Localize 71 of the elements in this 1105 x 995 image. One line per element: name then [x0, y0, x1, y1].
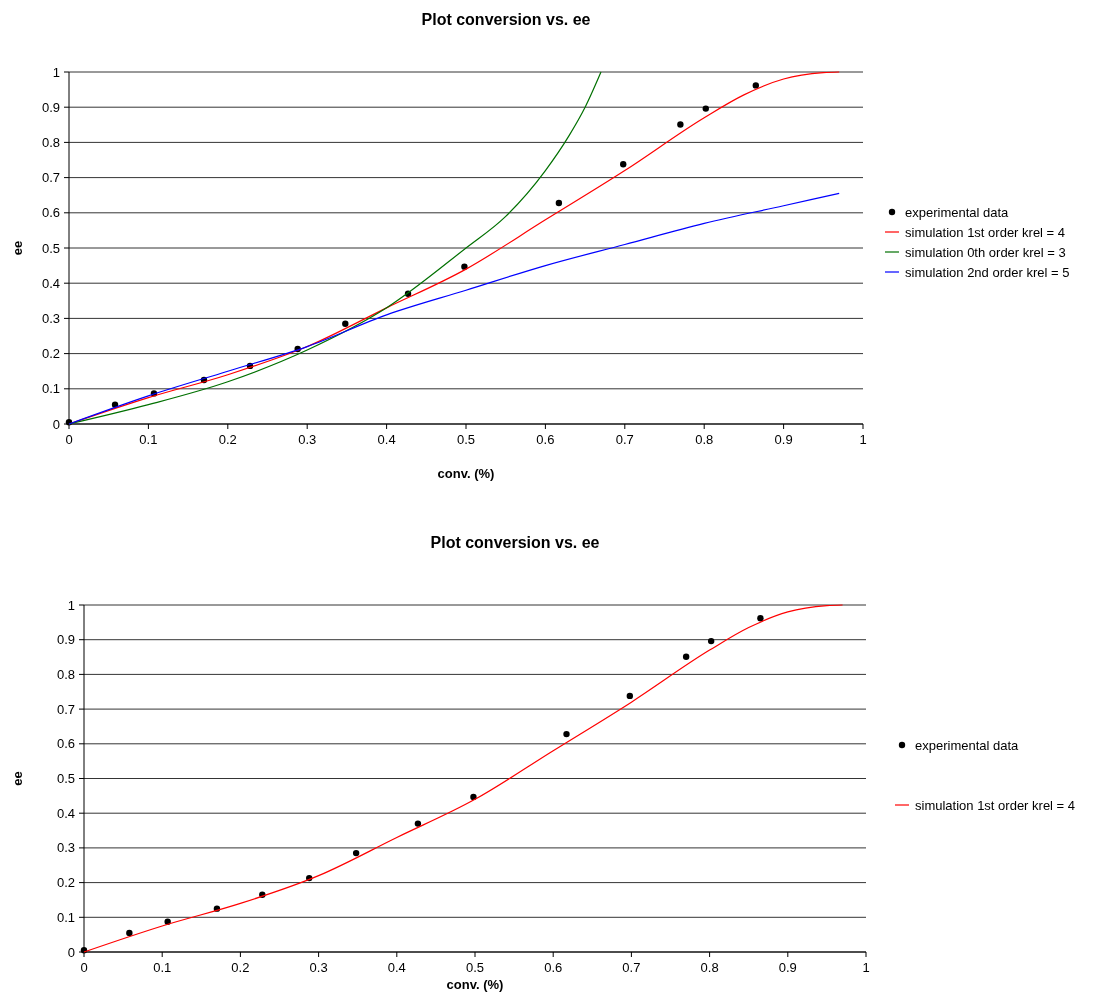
point: [461, 263, 468, 270]
y-tick-label: 0.6: [41, 205, 60, 221]
x-tick-label: 0: [80, 960, 88, 975]
x-tick-label: 0.5: [456, 432, 476, 447]
point: [682, 653, 690, 660]
y-tick-label: 0.7: [41, 170, 60, 186]
x-axis-title: conv. (%): [446, 977, 504, 992]
legend-label: simulation 1st order krel = 4: [915, 797, 1076, 813]
x-tick-label: 0.2: [218, 432, 237, 447]
point: [752, 82, 760, 89]
legend-label: experimental data: [905, 204, 1010, 220]
x-tick-label: 0.6: [536, 432, 555, 447]
x-tick-label: 0.3: [298, 432, 317, 447]
y-tick-label: 0.5: [56, 771, 75, 786]
y-tick-label: 0.7: [56, 701, 75, 717]
x-tick-label: 0.1: [153, 960, 172, 975]
y-axis-title: ee: [10, 240, 25, 256]
point: [757, 614, 764, 622]
point: [555, 199, 563, 207]
chart-title: Plot conversion vs. ee: [421, 11, 591, 28]
y-axis-title: ee: [10, 771, 25, 786]
point: [626, 692, 634, 700]
point: [126, 929, 133, 937]
point: [677, 121, 684, 128]
chart-title: Plot conversion vs. ee: [430, 534, 600, 551]
legend-label: simulation 0th order krel = 3: [905, 244, 1066, 260]
y-tick-label: 0.6: [56, 736, 75, 752]
x-tick-label: 0.9: [774, 432, 793, 447]
y-tick-label: 0.8: [56, 666, 75, 682]
y-tick-label: 0.8: [41, 134, 60, 150]
point: [470, 793, 477, 801]
x-tick-label: 0.7: [615, 432, 634, 447]
x-tick-label: 0.7: [622, 960, 641, 975]
x-tick-label: 0.6: [544, 960, 563, 975]
y-tick-label: 1: [67, 597, 75, 613]
point: [414, 820, 422, 827]
x-tick-label: 0.4: [377, 432, 396, 447]
x-tick-label: 0.2: [231, 960, 250, 975]
point: [563, 730, 570, 738]
point: [342, 320, 349, 327]
y-tick-label: 0: [67, 944, 75, 960]
y-tick-label: 0.2: [56, 875, 75, 891]
point: [352, 849, 360, 857]
x-tick-label: 1: [862, 960, 870, 975]
y-tick-label: 0.1: [41, 381, 60, 397]
y-tick-label: 0.3: [41, 310, 60, 326]
y-tick-label: 0.9: [41, 99, 60, 115]
x-axis-title: conv. (%): [437, 466, 495, 481]
y-tick-label: 1: [52, 64, 60, 80]
legend-label: simulation 1st order krel = 4: [905, 224, 1066, 240]
y-tick-label: 0.5: [41, 240, 60, 256]
y-tick-label: 0.4: [56, 805, 75, 821]
legend-label: simulation 2nd order krel = 5: [905, 264, 1070, 280]
legend-label: experimental data: [915, 737, 1020, 753]
x-tick-label: 0.8: [695, 432, 714, 447]
x-tick-label: 0.3: [309, 960, 328, 975]
x-tick-label: 0.4: [387, 960, 406, 975]
x-tick-label: 0.1: [139, 432, 158, 447]
point: [702, 105, 709, 112]
point: [620, 161, 627, 168]
y-tick-label: 0.9: [56, 632, 75, 648]
y-tick-label: 0: [52, 416, 60, 432]
point: [707, 637, 715, 645]
y-tick-label: 0.2: [41, 346, 60, 362]
x-tick-label: 1: [859, 432, 867, 447]
y-tick-label: 0.3: [56, 840, 75, 856]
y-tick-label: 0.1: [56, 909, 75, 925]
x-tick-label: 0.8: [700, 960, 719, 975]
x-tick-label: 0.9: [778, 960, 797, 975]
y-tick-label: 0.4: [41, 275, 60, 291]
x-tick-label: 0.5: [465, 960, 485, 975]
